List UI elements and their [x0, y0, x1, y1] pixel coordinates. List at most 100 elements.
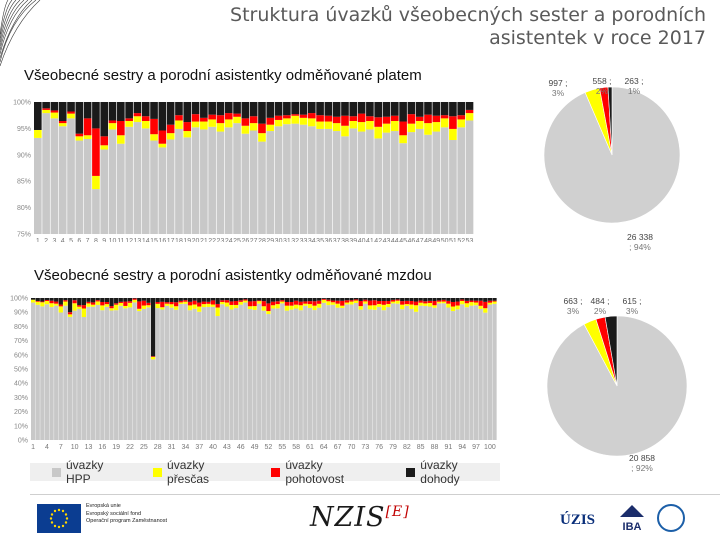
plat-y-tick: 80% [17, 205, 31, 212]
mzda-bar-segment [86, 303, 91, 307]
mzda-bar-segment [109, 306, 114, 309]
mzda-bar-segment [49, 298, 54, 301]
mzda-bar-segment [483, 301, 488, 309]
mzda-x-tick: 70 [348, 444, 356, 451]
mzda-bar-segment [321, 302, 326, 440]
mzda-y-tick: 80% [14, 324, 28, 331]
mzda-bar-segment [469, 298, 474, 301]
mzda-bar-segment [340, 305, 345, 308]
plat-bar-segment [50, 110, 59, 113]
mzda-bar-segment [377, 300, 382, 304]
mzda-bar-segment [363, 301, 368, 304]
plat-bar-segment [191, 127, 200, 234]
mzda-bar-segment [266, 303, 271, 312]
plat-bar-segment [390, 121, 399, 132]
plat-bar-segment [75, 133, 84, 137]
legend-label-dohody: úvazky dohody [420, 458, 460, 486]
mzda-bar-segment [386, 307, 391, 440]
plat-bar-segment [208, 126, 216, 234]
plat-bar-segment [150, 140, 158, 234]
mzda-bar-segment [395, 303, 400, 440]
mzda-bar-segment [252, 309, 257, 440]
mzda-bar-segment [307, 304, 313, 308]
plat-bar-segment [42, 108, 50, 110]
mzda-bar-segment [100, 298, 105, 302]
plat-x-tick: 10 [109, 238, 117, 242]
mzda-bar-segment [238, 298, 243, 301]
plat-x-tick: 34 [308, 238, 316, 242]
plat-x-tick: 20 [192, 238, 200, 242]
plat-y-tick: 85% [17, 179, 31, 186]
plat-bar-segment [34, 137, 42, 234]
chart-title-mzda: Všeobecné sestry a porodní asistentky od… [34, 267, 432, 284]
mzda-bar-segment [169, 301, 174, 305]
mzda-y-tick: 90% [14, 310, 28, 317]
mzda-bar-segment [183, 303, 188, 440]
plat-x-tick: 29 [266, 238, 274, 242]
mzda-bar-segment [234, 300, 239, 305]
plat-bar-segment [241, 118, 250, 126]
mzda-bar-segment [395, 298, 400, 300]
legend-swatch-pohotovost [271, 467, 281, 477]
mzda-bar-segment [146, 302, 151, 306]
mzda-x-tick: 82 [403, 444, 411, 451]
plat-x-tick: 28 [258, 238, 266, 242]
plat-pie-label-2: 558 ; [593, 76, 612, 86]
plat-bar-segment [349, 102, 358, 117]
mzda-bar-segment [289, 305, 294, 310]
mzda-bar-segment [215, 307, 220, 317]
plat-bar-segment [316, 121, 324, 129]
plat-bar-segment [224, 102, 233, 114]
plat-bar-segment [332, 123, 341, 132]
mzda-bar-segment [114, 310, 119, 440]
plat-bar-segment [50, 112, 59, 119]
plat-pie-pct-1: 3% [552, 88, 565, 98]
plat-bar-segment [125, 121, 133, 127]
mzda-bar-segment [289, 309, 294, 440]
plat-bar-segment [83, 135, 92, 139]
nzis-logo-sup: [E] [385, 504, 410, 520]
mzda-bar-segment [492, 303, 497, 440]
legend-item-hpp: úvazky HPP [52, 458, 131, 486]
mzda-bar-segment [114, 298, 119, 304]
mzda-bar-segment [441, 299, 446, 302]
mzda-bar-segment [35, 300, 40, 302]
mzda-bar-segment [303, 303, 308, 306]
plat-bar-segment [108, 120, 117, 124]
plat-bar-segment [424, 134, 432, 234]
mzda-bar-segment [353, 302, 359, 440]
plat-bar-segment [241, 133, 250, 234]
mzda-bar-segment [49, 307, 54, 440]
plat-pie-slice-3 [607, 86, 613, 156]
mzda-bar-segment [104, 306, 110, 440]
legend-item-prescas: úvazky přesčas [153, 458, 249, 486]
plat-bar-segment [233, 123, 241, 234]
mzda-bar-segment [127, 307, 133, 440]
plat-bar-segment [374, 102, 383, 118]
plat-bar-segment [141, 102, 150, 117]
mzda-pie-slice-3 [604, 315, 618, 387]
plat-x-tick: 38 [341, 238, 349, 242]
mzda-x-tick: 55 [278, 444, 286, 451]
mzda-bar-segment [455, 309, 460, 440]
mzda-bar-segment [183, 298, 188, 301]
plat-bar-segment [274, 126, 283, 234]
plat-bar-segment [291, 115, 299, 124]
plat-bar-segment [291, 102, 299, 115]
mzda-bar-segment [400, 304, 405, 310]
mzda-bar-segment [330, 302, 336, 305]
plat-bar-segment [382, 116, 391, 124]
mzda-bar-segment [367, 309, 373, 440]
mzda-bar-segment [460, 299, 465, 301]
plat-x-tick: 9 [102, 238, 106, 242]
plat-bar-segment [291, 114, 299, 116]
plat-bar-segment [133, 116, 142, 123]
plat-x-tick: 19 [183, 238, 191, 242]
mzda-bar-segment [358, 298, 363, 301]
mzda-bar-segment [132, 298, 137, 299]
mzda-bar-segment [72, 298, 77, 301]
eu-line-3: Operační program Zaměstnanost [86, 518, 168, 524]
mzda-bar-segment [326, 301, 331, 306]
plat-bar-segment [208, 119, 216, 127]
plat-bar-segment [125, 102, 133, 119]
